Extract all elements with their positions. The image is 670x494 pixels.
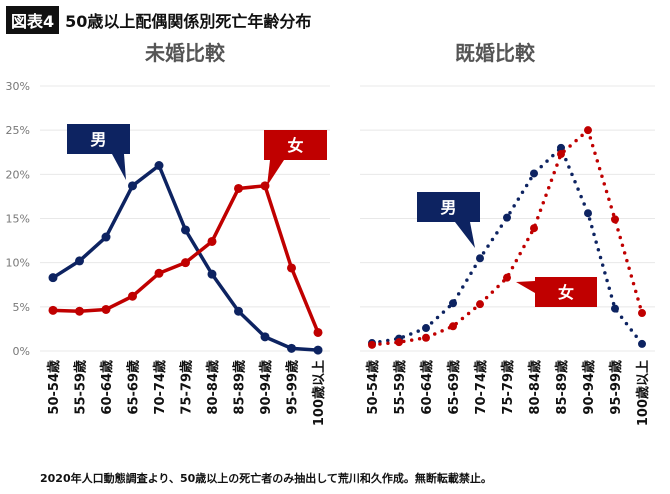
y-tick-label: 0%: [13, 345, 30, 358]
legend-label: 女: [287, 136, 303, 155]
data-point: [181, 258, 190, 268]
data-point: [207, 269, 217, 279]
series-line-male: [370, 146, 644, 346]
data-point: [260, 332, 270, 342]
x-tick-label: 100歳以上: [311, 360, 327, 426]
x-tick-label: 60-64歳: [99, 360, 115, 415]
data-point: [234, 183, 243, 193]
x-tick-label: 85-89歳: [554, 360, 570, 415]
x-tick-label: 70-74歳: [473, 360, 489, 415]
data-point: [503, 213, 511, 222]
data-point: [476, 300, 484, 309]
data-point: [611, 215, 619, 224]
data-point: [395, 338, 403, 347]
callout-box: [67, 124, 130, 154]
x-tick-label: 90-94歳: [258, 360, 274, 415]
x-tick-label: 50-54歳: [365, 360, 381, 415]
x-tick-label: 100歳以上: [635, 360, 651, 426]
y-tick-label: 5%: [13, 301, 30, 314]
data-point: [503, 273, 511, 282]
data-point: [530, 169, 538, 178]
x-tick-label: 75-79歳: [179, 360, 195, 415]
x-tick-label: 55-59歳: [392, 360, 408, 415]
callout-pointer: [267, 160, 284, 186]
x-tick-label: 95-99歳: [285, 360, 301, 415]
chart-panel-1: 未婚比較 0% 5% 10% 15% 20% 25% 30% 50-54歳 55-59歳 60-64…: [6, 41, 330, 426]
legend-label: 男: [440, 198, 456, 217]
legend-label: 男: [90, 130, 106, 149]
callout-box: [417, 192, 480, 222]
x-tick-label: 55-59歳: [73, 360, 89, 415]
x-tick-label: 85-89歳: [232, 360, 248, 415]
data-point: [422, 324, 430, 333]
data-point: [476, 254, 484, 263]
data-point: [584, 126, 592, 135]
data-point: [154, 161, 164, 170]
x-tick-label: 70-74歳: [152, 360, 168, 415]
legend-label: 女: [558, 283, 574, 302]
data-point: [422, 333, 430, 342]
y-tick-label: 25%: [6, 124, 30, 137]
x-tick-label: 80-84歳: [205, 360, 221, 415]
data-point: [313, 327, 323, 337]
data-point: [260, 181, 270, 191]
x-tick-label: 75-79歳: [500, 360, 516, 415]
data-point: [368, 340, 376, 349]
callout-pointer: [112, 154, 126, 180]
callout-box: [264, 130, 327, 160]
data-point: [638, 309, 646, 318]
data-point: [101, 304, 111, 314]
data-point: [128, 181, 137, 191]
x-tick-label: 60-64歳: [419, 360, 435, 415]
data-point: [234, 306, 243, 316]
data-point: [48, 305, 58, 315]
chart-panel-2: 既婚比較 50-54歳 55-59歳 60-64歳 65-69歳 70-74歳 75-79歳…: [360, 41, 655, 426]
data-point: [75, 306, 84, 316]
y-tick-label: 30%: [6, 80, 30, 93]
data-point: [313, 345, 323, 355]
data-point: [638, 339, 646, 348]
y-tick-label: 10%: [6, 257, 30, 270]
data-point: [557, 143, 565, 152]
callout-box: [535, 277, 597, 307]
data-point: [48, 273, 58, 283]
x-tick-label: 95-99歳: [608, 360, 624, 415]
data-point: [449, 299, 457, 308]
figure-title: 50歳以上配偶関係別死亡年齢分布: [65, 12, 312, 31]
y-tick-label: 20%: [6, 168, 30, 181]
figure-badge: 図表4: [6, 6, 60, 34]
data-point: [287, 263, 296, 273]
data-point: [154, 268, 164, 278]
data-point: [207, 236, 217, 246]
x-tick-label: 80-84歳: [527, 360, 543, 415]
chart-title: 未婚比較: [145, 41, 226, 65]
data-point: [449, 322, 457, 331]
data-point: [101, 232, 111, 242]
series-line-male: [52, 163, 319, 352]
series-line-female: [370, 128, 644, 347]
y-tick-label: 15%: [6, 213, 30, 226]
callout-pointer: [516, 281, 535, 293]
data-point: [75, 256, 84, 266]
data-point: [584, 209, 592, 218]
data-point: [611, 304, 619, 313]
chart-title: 既婚比較: [455, 41, 536, 65]
data-point: [530, 224, 538, 233]
x-tick-label: 50-54歳: [46, 360, 62, 415]
data-point: [128, 291, 137, 301]
footer-note: 2020年人口動態調査より、50歳以上の死亡者のみ抽出して荒川和久作成。無断転載…: [40, 472, 492, 485]
data-point: [181, 225, 190, 235]
x-tick-label: 90-94歳: [581, 360, 597, 415]
data-point: [287, 343, 296, 353]
data-point: [557, 150, 565, 159]
header: 図表4 50歳以上配偶関係別死亡年齢分布: [6, 6, 311, 34]
x-tick-label: 65-69歳: [126, 360, 142, 415]
callout-pointer: [455, 222, 475, 248]
x-tick-label: 65-69歳: [446, 360, 462, 415]
